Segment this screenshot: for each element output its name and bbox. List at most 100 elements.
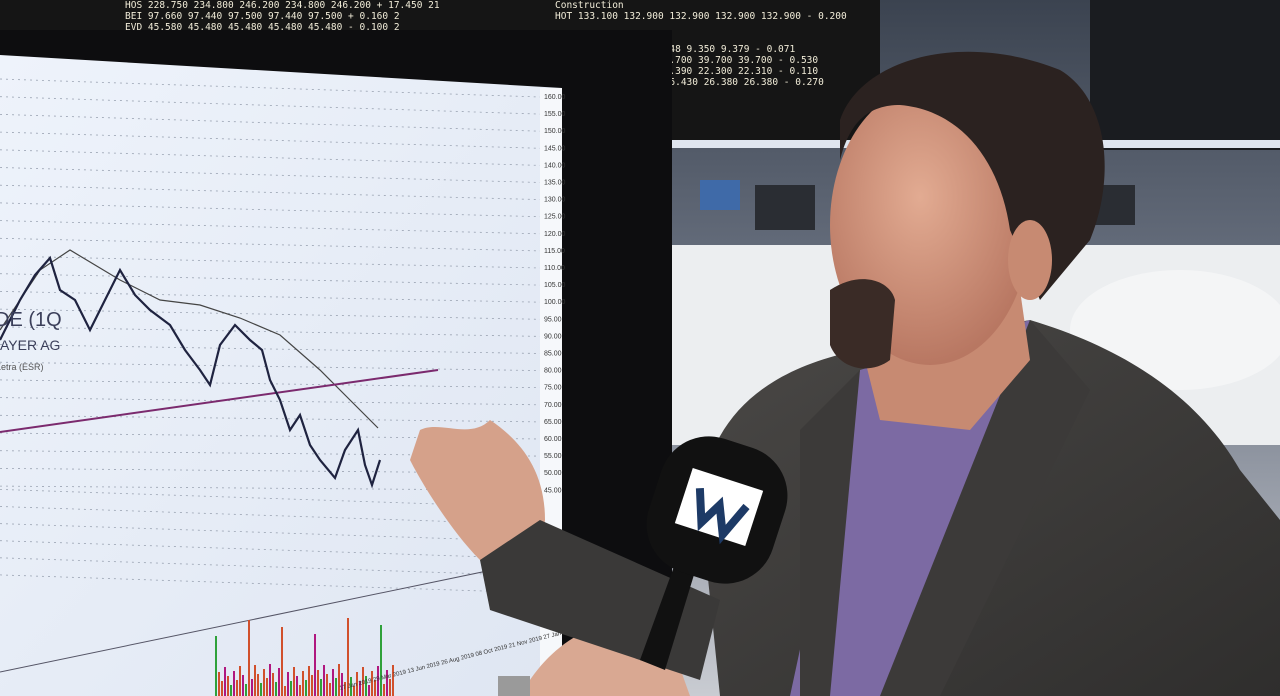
- grid-line: [0, 202, 541, 218]
- ear: [1008, 220, 1052, 300]
- volume-bar: [371, 671, 373, 696]
- axis-label: 105.00: [544, 282, 566, 289]
- axis-label: 95.00: [544, 316, 562, 323]
- volume-bar: [329, 683, 331, 696]
- grid-line: [0, 167, 541, 183]
- volume-bar: [302, 671, 304, 696]
- grid-line: [0, 78, 541, 98]
- axis-label: 50.00: [544, 470, 562, 477]
- volume-bar: [311, 675, 313, 696]
- axis-label: 160.00: [544, 94, 566, 101]
- ticker-row: BEI 97.660 97.440 97.500 97.440 97.500 +…: [125, 11, 400, 22]
- axis-label: 60.00: [544, 436, 562, 443]
- axis-label: 140.00: [544, 162, 566, 169]
- grid-line: [0, 237, 541, 252]
- ticker-row: EVD 45.580 45.480 45.480 45.480 45.480 -…: [125, 22, 400, 33]
- lapel: [880, 320, 1090, 696]
- volume-bar: [344, 682, 346, 696]
- volume-bar: [287, 672, 289, 696]
- volume-bar: [275, 682, 277, 696]
- grid-line: [0, 131, 541, 149]
- grid-line: [0, 220, 541, 235]
- monitor-bg: [755, 185, 815, 230]
- ticker-row: HOT 133.100 132.900 132.900 132.900 132.…: [555, 11, 847, 22]
- volume-bar: [323, 665, 325, 696]
- volume-bar: [224, 667, 226, 696]
- volume-bar: [320, 679, 322, 696]
- volume-bar: [356, 672, 358, 696]
- volume-bar: [314, 634, 316, 696]
- gesturing-hand: [410, 420, 545, 560]
- volume-bar: [236, 680, 238, 696]
- axis-label: 80.00: [544, 368, 562, 375]
- volume-bar: [215, 636, 217, 696]
- mic-logo-mark: [695, 487, 750, 545]
- volume-bar: [293, 667, 295, 696]
- volume-bar: [221, 681, 223, 696]
- ticker-row: Construction: [555, 0, 624, 11]
- volume-bar: [326, 674, 328, 696]
- volume-bar: [383, 684, 385, 696]
- volume-bar: [332, 669, 334, 696]
- volume-bar: [254, 665, 256, 696]
- volume-bar: [251, 679, 253, 696]
- trend-line: [0, 369, 439, 433]
- volume-bar: [242, 675, 244, 696]
- grid-line: [0, 361, 541, 371]
- grid-line: [0, 523, 541, 542]
- mic-handle: [640, 550, 700, 670]
- volume-bar: [317, 670, 319, 696]
- volume-bar: [257, 674, 259, 696]
- volume-bar: [368, 685, 370, 696]
- volume-bar: [230, 685, 232, 696]
- grid-line: [0, 291, 541, 303]
- grid-line: [0, 114, 541, 132]
- axis-label: 100.00: [544, 299, 566, 306]
- axis-label: 55.00: [544, 453, 562, 460]
- axis-label: 75.00: [544, 385, 562, 392]
- axis-label: 150.00: [544, 128, 566, 135]
- grid-line: [0, 557, 541, 577]
- volume-bar: [380, 625, 382, 696]
- volume-bar: [296, 676, 298, 696]
- volume-bar: [350, 677, 352, 696]
- chart-title: DE (1Q: [0, 309, 62, 331]
- volume-bar: [305, 680, 307, 696]
- volume-bar: [272, 673, 274, 696]
- volume-bar: [281, 627, 283, 696]
- grid-line: [0, 574, 541, 594]
- grid-line: [0, 414, 541, 423]
- volume-bar: [308, 666, 310, 696]
- axis-label: 90.00: [544, 333, 562, 340]
- volume-bar: [239, 666, 241, 696]
- volume-bar: [353, 686, 355, 696]
- axis-label: 65.00: [544, 419, 562, 426]
- price-line: [0, 255, 382, 489]
- axis-label: 85.00: [544, 351, 562, 358]
- volume-bar: [362, 667, 364, 696]
- grid-line: [0, 308, 541, 320]
- grid-line: [0, 149, 541, 166]
- ticker-row: RWE 22.420 22.390 22.390 22.300 22.310 -…: [555, 66, 818, 77]
- volume-bar: [263, 669, 265, 696]
- grid-line: [0, 273, 541, 286]
- ticker-row: UN01 26.650 26.420 26.430 26.380 26.380 …: [555, 77, 824, 88]
- volume-bar: [389, 679, 391, 696]
- grid-line: [0, 255, 541, 269]
- axis-label: 45.00: [544, 487, 562, 494]
- volume-bar: [269, 664, 271, 696]
- volume-bar: [260, 683, 262, 696]
- chart-name: AYER AG: [0, 337, 60, 353]
- volume-bar: [341, 673, 343, 696]
- beard: [830, 279, 895, 369]
- axis-label: 135.00: [544, 180, 566, 187]
- grid-line: [0, 184, 541, 200]
- volume-bar: [290, 681, 292, 696]
- grid-line: [0, 540, 541, 560]
- volume-bar: [245, 684, 247, 696]
- volume-bar: [218, 672, 220, 696]
- axis-label: 120.00: [544, 231, 566, 238]
- volume-bar: [266, 678, 268, 696]
- grid-line: [0, 344, 541, 354]
